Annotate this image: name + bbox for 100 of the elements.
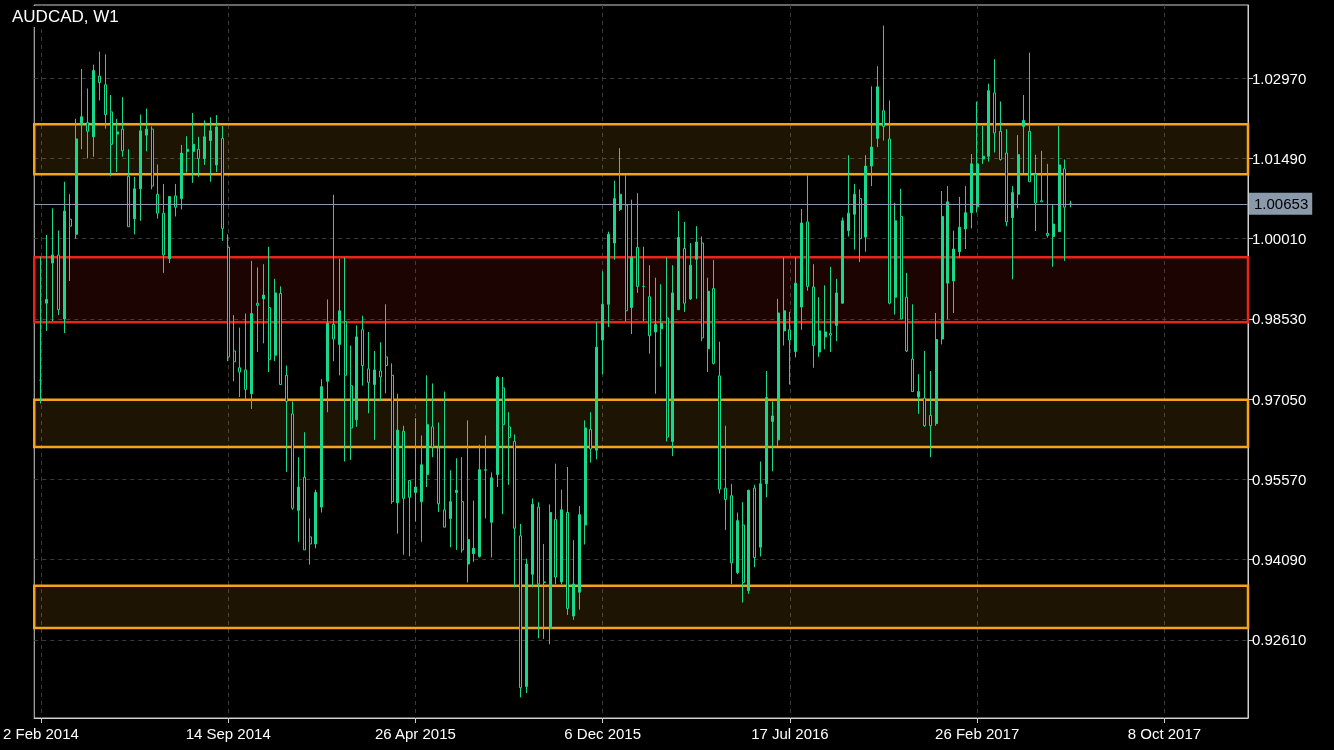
candlestick — [1017, 134, 1020, 209]
candlestick — [1040, 150, 1043, 203]
candlestick — [905, 272, 908, 353]
candlestick — [408, 479, 411, 557]
candlestick — [467, 419, 470, 583]
candlestick — [519, 523, 522, 698]
candlestick — [104, 53, 107, 130]
candlestick — [391, 362, 394, 505]
candlestick — [753, 484, 756, 568]
candlestick — [75, 118, 78, 240]
x-tick-label: 17 Jul 2016 — [751, 725, 829, 742]
candlestick — [783, 257, 786, 346]
candlestick — [677, 210, 680, 311]
y-tick-label: 0.95570 — [1252, 470, 1307, 488]
candlestick — [326, 298, 329, 413]
candlestick — [121, 96, 124, 158]
candlestick — [777, 298, 780, 447]
candlestick — [145, 108, 148, 152]
candlestick — [156, 163, 159, 220]
candlestick — [543, 543, 546, 640]
candlestick — [98, 51, 101, 101]
candlestick — [168, 195, 171, 264]
candlestick — [449, 469, 452, 548]
candlestick — [707, 277, 710, 373]
candlestick — [197, 136, 200, 178]
candlestick — [92, 64, 95, 158]
candlestick — [549, 503, 552, 645]
candlestick — [110, 94, 113, 177]
y-tick-label: 1.00010 — [1252, 230, 1307, 248]
x-tick-label: 26 Feb 2017 — [935, 725, 1020, 742]
candlestick — [1058, 125, 1061, 233]
candlestick — [578, 505, 581, 611]
candlestick — [350, 345, 353, 461]
candlestick — [689, 242, 692, 301]
candlestick — [566, 466, 569, 616]
y-tick-label: 1.02970 — [1252, 69, 1307, 87]
y-tick-label: 0.94090 — [1252, 551, 1307, 569]
candlestick — [642, 246, 645, 322]
candlestick — [367, 331, 370, 414]
candlestick — [250, 260, 253, 410]
candlestick — [244, 313, 247, 400]
x-tick-label: 2 Feb 2014 — [2, 725, 79, 742]
candlestick — [660, 283, 663, 368]
candlestick — [911, 303, 914, 393]
ref-line-label: 1.00653 — [1254, 195, 1309, 213]
candlestick — [882, 25, 885, 142]
candlestick — [227, 233, 230, 362]
candlestick — [987, 83, 990, 163]
candlestick — [490, 471, 493, 559]
candlestick — [958, 196, 961, 259]
candlestick — [402, 425, 405, 556]
candlestick — [800, 208, 803, 331]
candlestick — [274, 278, 277, 362]
candlestick — [63, 181, 66, 334]
candlestick — [1063, 159, 1066, 262]
candlestick — [320, 378, 323, 513]
candlestick — [847, 154, 850, 238]
candlestick — [671, 264, 674, 457]
candlestick — [1028, 52, 1031, 183]
candlestick — [619, 147, 622, 212]
candlestick — [437, 422, 440, 513]
candlestick — [531, 497, 534, 588]
candlestick — [935, 312, 938, 427]
candlestick — [818, 296, 821, 358]
candlestick — [946, 185, 949, 320]
candlestick — [431, 382, 434, 458]
candlestick — [952, 230, 955, 314]
candlestick — [361, 315, 364, 387]
candlestick — [806, 174, 809, 292]
candlestick — [151, 125, 154, 190]
candlestick — [303, 431, 306, 551]
candlestick — [630, 199, 633, 335]
candlestick — [116, 118, 119, 173]
candlestick — [508, 411, 511, 486]
candlestick — [238, 327, 241, 398]
candlestick — [993, 58, 996, 153]
candlestick — [929, 370, 932, 458]
candlestick — [502, 376, 505, 515]
candlestick — [654, 277, 657, 395]
candlestick — [180, 144, 183, 210]
candlestick — [1052, 204, 1055, 268]
candlestick — [162, 183, 165, 274]
candlestick — [373, 350, 376, 441]
candlestick — [917, 373, 920, 415]
y-tick-label: 1.01490 — [1252, 149, 1307, 167]
candlestick — [279, 285, 282, 386]
candlestick — [853, 183, 856, 251]
candlestick — [636, 192, 639, 294]
candlestick — [285, 365, 288, 473]
x-tick-label: 6 Dec 2015 — [564, 725, 642, 742]
candlestick — [414, 417, 417, 523]
candlestick — [982, 125, 985, 165]
candlestick — [262, 263, 265, 344]
candlestick — [999, 101, 1002, 162]
candlestick — [829, 266, 832, 353]
candlestick — [86, 88, 89, 159]
candlestick — [876, 65, 879, 148]
candlestick — [607, 231, 610, 328]
candlestick — [139, 114, 142, 222]
candlestick — [736, 512, 739, 575]
